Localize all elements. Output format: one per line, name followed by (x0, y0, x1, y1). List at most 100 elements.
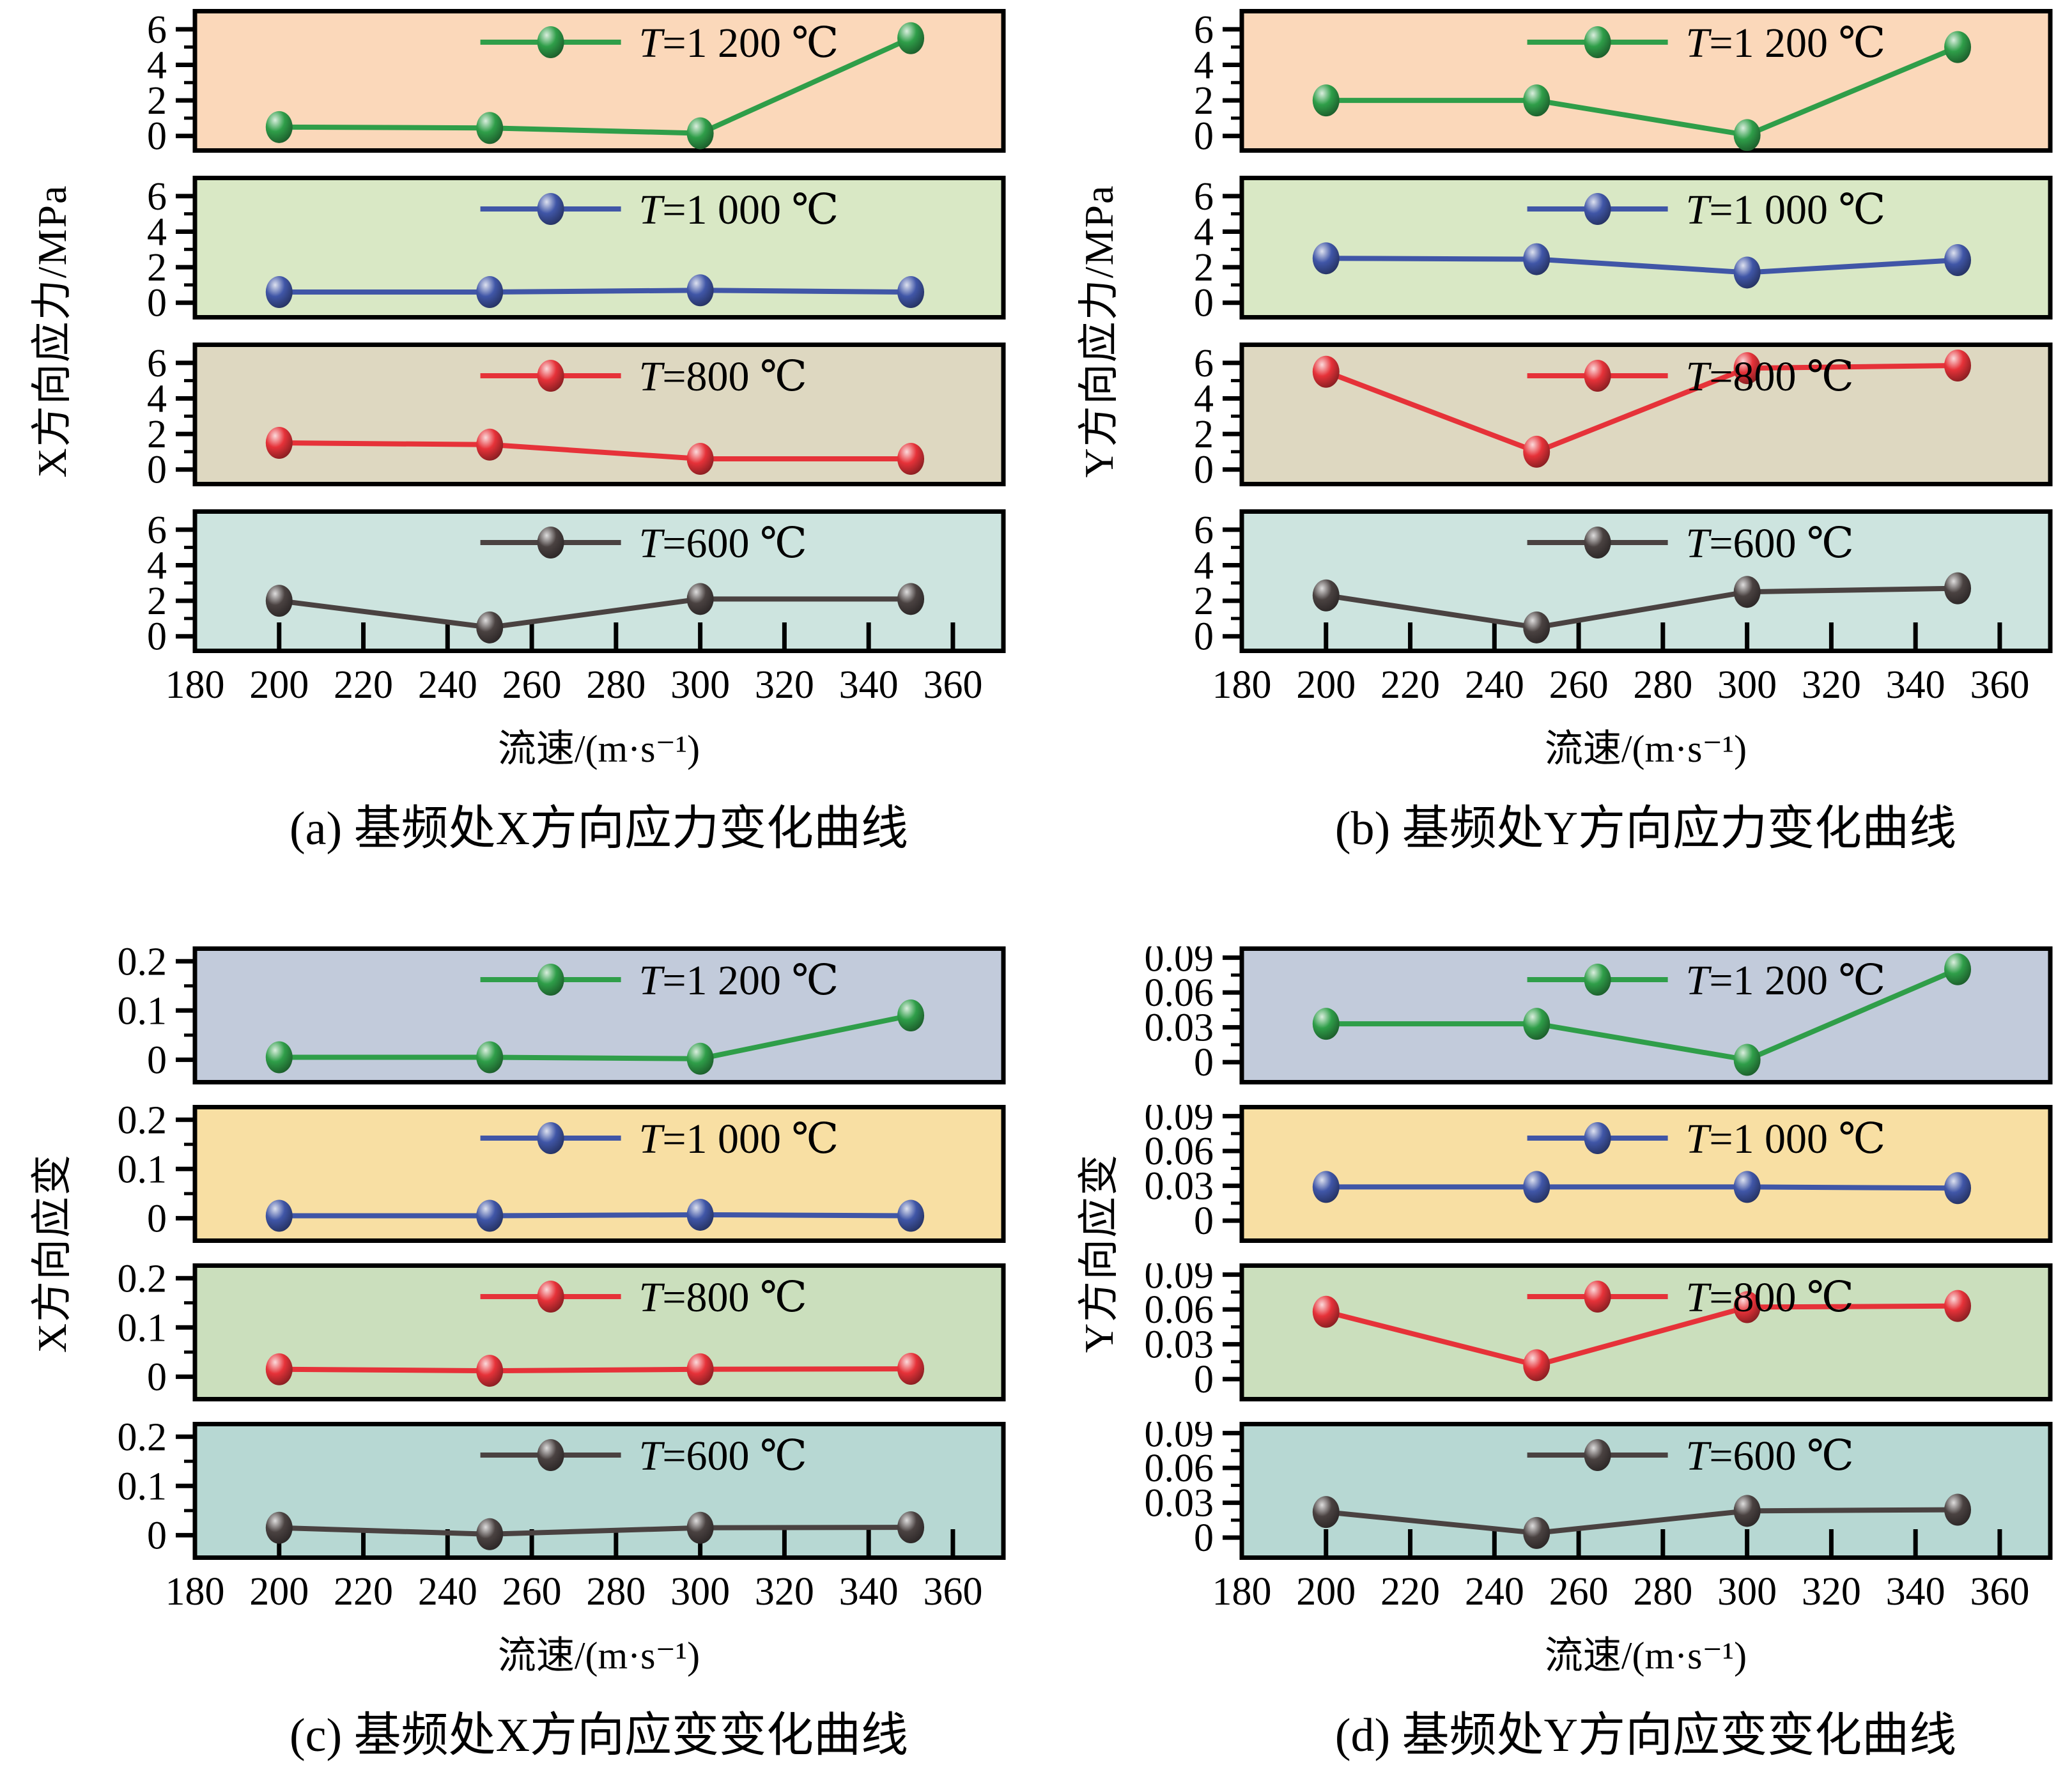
series-line (279, 596, 911, 630)
y-tick-label: 6 (1194, 509, 1214, 552)
y-tick-label: 0.03 (1145, 1165, 1214, 1208)
data-point (265, 585, 293, 617)
data-point (686, 583, 714, 615)
legend-label: T=600 ℃ (1686, 1433, 1854, 1479)
plot-border (192, 343, 1006, 486)
data-point (1733, 352, 1761, 385)
data-point (1523, 243, 1550, 275)
x-tick-label: 360 (1970, 1570, 2029, 1614)
x-tick-label: 200 (1296, 1570, 1356, 1614)
plot-background (195, 948, 1003, 1083)
y-tick-label: 0 (147, 282, 167, 320)
data-point (476, 1355, 504, 1387)
y-tick-label: 0 (147, 615, 167, 659)
series-line (279, 440, 911, 462)
y-tick-label: 0.03 (1145, 1482, 1214, 1525)
y-tick-label: 0.03 (1145, 1006, 1214, 1050)
data-point (1312, 355, 1340, 388)
legend-marker (1584, 1281, 1611, 1313)
legend-label: T=800 ℃ (1686, 353, 1854, 400)
series-line (1325, 1303, 1958, 1368)
panel-c: X方向应变 0 0.1 0.2 T=1 200 ℃ 0 0.1 0.2 T=1 000 ℃ … (14, 946, 1011, 1765)
data-point (1733, 1495, 1761, 1527)
y-tick-label: 0.09 (1145, 1422, 1214, 1456)
data-point (1944, 572, 1972, 605)
legend-label: T=600 ℃ (639, 1433, 807, 1479)
data-point (265, 1511, 293, 1544)
data-point (1523, 1349, 1550, 1382)
y-tick-label: 0 (147, 115, 167, 153)
x-tick-label: 260 (1549, 1570, 1609, 1614)
subplot-c-t800: 0 0.1 0.2 T=800 ℃ (118, 1263, 1006, 1401)
data-point (686, 443, 714, 475)
series-line (1326, 1507, 1958, 1536)
x-tick-label: 340 (1886, 1570, 1945, 1614)
data-point (1312, 1171, 1340, 1203)
data-point (686, 117, 714, 150)
series-line (279, 1013, 911, 1061)
legend-marker (537, 1122, 564, 1154)
data-point (265, 1199, 293, 1232)
plot-background (195, 1424, 1003, 1558)
panel-c-x-axis-label: 流速/(m·s⁻¹) (497, 1635, 700, 1677)
y-tick-label: 0.03 (1145, 1323, 1214, 1367)
panel-d: Y方向应变 0 0.03 0.06 0.09 T=1 200 ℃ 0 0.03 0.06 0.… (1061, 946, 2058, 1765)
panel-c-y-axis-label: X方向应变 (29, 1153, 75, 1353)
legend-marker (1584, 1122, 1611, 1154)
legend: T=800 ℃ (1527, 353, 1854, 400)
plot-border (1239, 9, 2053, 153)
y-tick-label: 2 (1194, 413, 1214, 456)
y-tick-label: 0.2 (118, 1105, 167, 1142)
legend-marker (1584, 1439, 1611, 1471)
plot-border (192, 9, 1006, 153)
x-tick-label: 300 (670, 1570, 730, 1614)
subplot-d-t1200: 00.030.060.09 T=1 200 ℃ (1145, 946, 2053, 1084)
data-point (897, 1353, 925, 1385)
legend-marker (537, 527, 564, 559)
plot-border (192, 1263, 1006, 1401)
plot-background (195, 511, 1003, 651)
legend: T=800 ℃ (480, 353, 807, 400)
data-point (1944, 31, 1972, 63)
legend: T=1 000 ℃ (1527, 187, 1885, 233)
data-point (1733, 256, 1761, 289)
plot-border (1239, 1422, 2053, 1560)
data-point (686, 1511, 714, 1544)
plot-border (1239, 509, 2053, 653)
data-point (476, 611, 504, 644)
legend: T=600 ℃ (480, 520, 807, 567)
x-tick-label: 300 (1717, 663, 1777, 707)
y-tick-label: 0 (1194, 1041, 1214, 1084)
legend-label: T=600 ℃ (639, 520, 807, 567)
panel-b-y-axis-label: Y方向应力/MPa (1076, 184, 1122, 478)
x-tick-label: 360 (923, 1570, 982, 1614)
panel-a-x-axis-label: 流速/(m·s⁻¹) (497, 728, 700, 770)
x-tick-label: 260 (502, 663, 562, 707)
y-tick-label: 0.06 (1145, 1130, 1214, 1173)
x-tick-label: 300 (670, 663, 730, 707)
data-point (897, 1511, 925, 1544)
data-point (897, 999, 925, 1031)
y-tick-label: 0.09 (1145, 946, 1214, 980)
data-point (265, 111, 293, 143)
y-tick-label: 0 (1194, 1516, 1214, 1560)
plot-background (195, 344, 1003, 484)
figure-row-2: X方向应变 0 0.1 0.2 T=1 200 ℃ 0 0.1 0.2 T=1 000 ℃ … (0, 946, 2072, 1765)
y-tick-label: 0.06 (1145, 971, 1214, 1015)
y-tick-label: 4 (147, 377, 167, 420)
legend: T=600 ℃ (1527, 520, 1854, 567)
y-tick-label: 0 (1194, 615, 1214, 659)
plot-background (1242, 1424, 2050, 1558)
x-tick-label: 220 (334, 663, 393, 707)
x-tick-label: 340 (839, 663, 899, 707)
legend-label: T=1 200 ℃ (1686, 957, 1886, 1004)
plot-background (1242, 1107, 2050, 1241)
series-line (1326, 967, 1959, 1063)
series-line (1326, 1184, 1958, 1191)
